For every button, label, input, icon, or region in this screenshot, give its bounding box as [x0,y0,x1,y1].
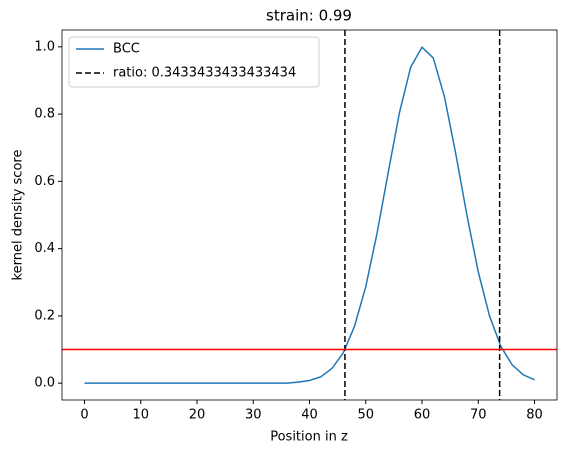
x-tick-label: 50 [357,408,374,423]
x-tick-label: 0 [80,408,88,423]
x-tick-label: 20 [189,408,206,423]
x-tick-label: 30 [245,408,262,423]
chart-title: strain: 0.99 [266,7,352,25]
legend-label: ratio: 0.3433433433433434 [113,66,296,81]
y-tick-label: 0.2 [34,308,55,323]
y-tick-label: 0.0 [34,376,55,391]
x-tick-label: 70 [470,408,487,423]
x-axis-label: Position in z [270,430,348,445]
y-tick-label: 0.6 [34,174,55,189]
series-line [84,45,535,384]
y-axis-label: kernel density score [11,150,26,281]
y-tick-label: 0.4 [34,241,55,256]
x-tick-label: 40 [301,408,318,423]
x-tick-label: 10 [132,408,149,423]
legend-label: BCC [113,42,140,57]
legend-box [68,36,320,88]
x-tick-label: 80 [526,408,543,423]
y-tick-label: 1.0 [34,39,55,54]
x-tick-label: 60 [414,408,431,423]
y-tick-label: 0.8 [34,107,55,122]
plot-frame [61,29,558,401]
